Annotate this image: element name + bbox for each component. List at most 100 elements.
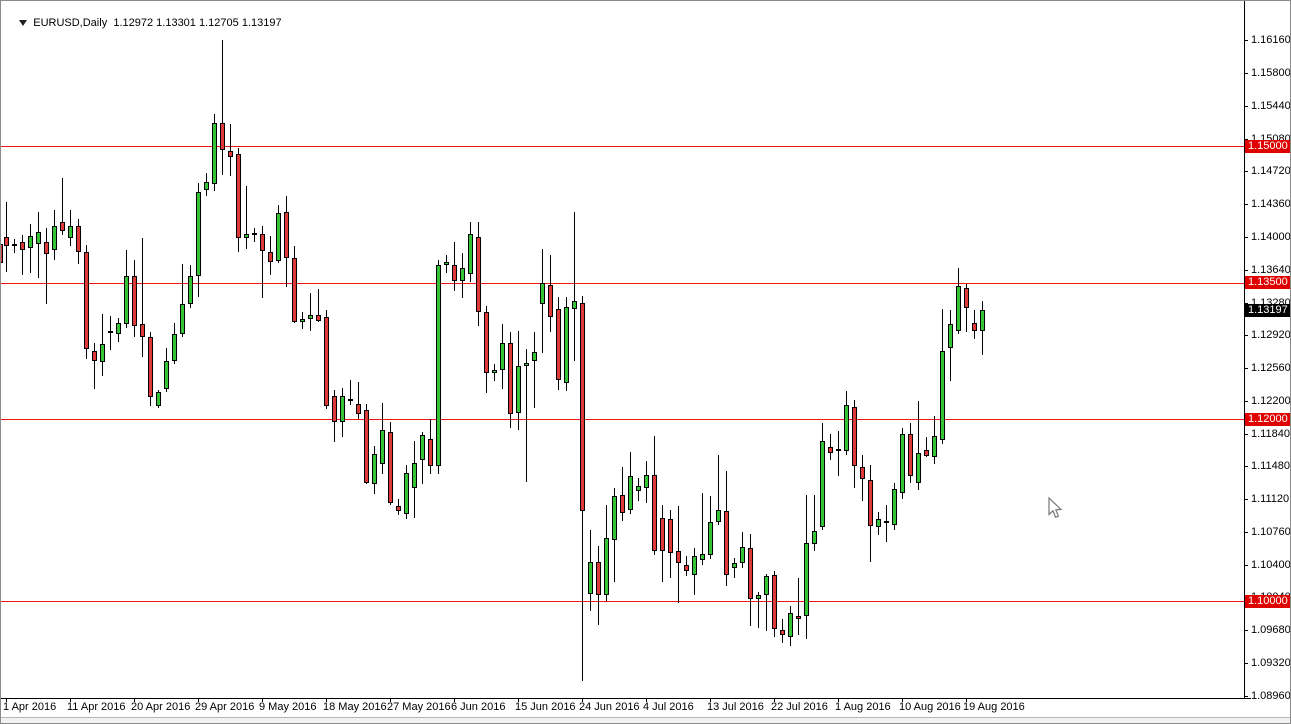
candle-wick: [798, 578, 799, 636]
candle-bearish: [316, 315, 321, 321]
candle-bearish: [452, 265, 457, 281]
candle-bullish: [444, 262, 449, 266]
candle-bullish: [932, 436, 937, 458]
candle-bearish: [332, 396, 337, 422]
candle-bearish: [228, 150, 233, 157]
y-axis-tick: [1244, 138, 1248, 140]
x-axis-date-label: 9 May 2016: [259, 701, 317, 713]
candle-bullish: [500, 342, 505, 370]
x-axis-tick: [902, 698, 903, 702]
price-level-badge: 1.13500: [1245, 276, 1290, 289]
candle-bearish: [748, 548, 753, 600]
x-axis-tick: [262, 698, 263, 702]
candle-bullish: [68, 226, 73, 238]
candle-wick: [814, 494, 815, 551]
candle-bearish: [852, 407, 857, 467]
candle-bullish: [196, 192, 201, 277]
candle-wick: [734, 558, 735, 579]
candle-bullish: [412, 462, 417, 489]
candle-bearish: [284, 212, 289, 258]
candle-bearish: [596, 561, 601, 596]
candle-bullish: [420, 435, 425, 460]
symbol-dropdown-icon[interactable]: [19, 20, 28, 27]
candle-bullish: [12, 244, 17, 247]
candle-bearish: [668, 519, 673, 553]
candle-bullish: [764, 575, 769, 595]
y-axis-tick-label: 1.10760: [1251, 525, 1291, 538]
candle-bullish: [788, 612, 793, 638]
candle-wick: [526, 348, 527, 482]
y-axis-tick: [1244, 662, 1248, 664]
quote-low: 1.12705: [198, 17, 239, 29]
candle-bearish: [908, 434, 913, 477]
candle-wick: [230, 124, 231, 176]
y-axis-tick-label: 1.12200: [1251, 394, 1291, 407]
y-axis-tick-label: 1.11840: [1251, 427, 1290, 440]
candle-wick: [246, 186, 247, 249]
candle-bullish: [172, 334, 177, 361]
candle-wick: [182, 264, 183, 338]
x-axis-date-label: 24 Jun 2016: [579, 701, 640, 713]
symbol-timeframe-label: EURUSD,Daily: [33, 17, 108, 29]
candle-bearish: [556, 308, 561, 380]
x-axis-date-label: 1 Aug 2016: [835, 701, 891, 713]
candle-bullish: [844, 405, 849, 451]
y-axis-tick: [1244, 105, 1248, 107]
candle-bearish: [388, 431, 393, 503]
y-axis-tick-label: 1.12560: [1251, 362, 1291, 374]
candle-bearish: [676, 550, 681, 563]
candle-bullish: [380, 429, 385, 464]
candle-bearish: [364, 409, 369, 483]
x-axis-date-label: 18 May 2016: [323, 701, 387, 713]
x-axis-tick: [518, 698, 519, 702]
y-axis-tick-label: 1.16160: [1251, 34, 1291, 47]
y-axis-tick-label: 1.14000: [1251, 231, 1291, 243]
price-level-line: [1, 601, 1244, 602]
candle-bearish: [356, 403, 361, 414]
candle-bullish: [516, 366, 521, 414]
candle-bullish: [372, 453, 377, 485]
y-axis-tick-label: 1.11480: [1251, 460, 1290, 473]
candle-bullish: [732, 562, 737, 569]
candle-bullish: [756, 594, 761, 600]
y-axis-tick: [1244, 564, 1248, 566]
x-axis-date-label: 10 Aug 2016: [899, 701, 961, 713]
candle-wick: [62, 177, 63, 236]
candle-bearish: [884, 520, 889, 523]
candle-bullish: [948, 324, 953, 348]
x-axis-tick: [774, 698, 775, 702]
candle-wick: [886, 504, 887, 542]
x-axis-date-label: 27 May 2016: [387, 701, 451, 713]
candle-bullish: [820, 440, 825, 528]
plot-area[interactable]: [1, 1, 1244, 698]
candle-wick: [350, 379, 351, 406]
y-axis-line: [1244, 1, 1245, 698]
candle-bearish: [660, 518, 665, 551]
candle-bearish: [548, 285, 553, 318]
candle-bearish: [484, 311, 489, 374]
candle-bearish: [780, 630, 785, 635]
candle-bearish: [20, 241, 25, 250]
candle-bearish: [772, 574, 777, 630]
candle-wick: [110, 316, 111, 350]
y-axis-tick: [1244, 433, 1248, 435]
y-axis-tick: [1244, 269, 1248, 271]
candle-wick: [142, 237, 143, 358]
y-axis-tick: [1244, 302, 1248, 304]
candle-bullish: [804, 542, 809, 617]
candle-bearish: [924, 449, 929, 457]
candle-bullish: [276, 213, 281, 262]
candle-bearish: [292, 257, 297, 322]
candle-bullish: [492, 369, 497, 374]
candle-bearish: [868, 479, 873, 527]
candle-wick: [758, 591, 759, 629]
quote-close: 1.13197: [241, 17, 282, 29]
price-level-badge: 1.10000: [1245, 594, 1290, 608]
y-axis-tick-label: 1.12920: [1251, 329, 1291, 342]
candle-bullish: [940, 350, 945, 440]
y-axis-tick: [1244, 630, 1248, 632]
x-axis-date-label: 19 Aug 2016: [963, 701, 1025, 713]
candle-bearish: [4, 237, 9, 247]
y-axis-tick: [1244, 531, 1248, 533]
candle-wick: [702, 492, 703, 565]
